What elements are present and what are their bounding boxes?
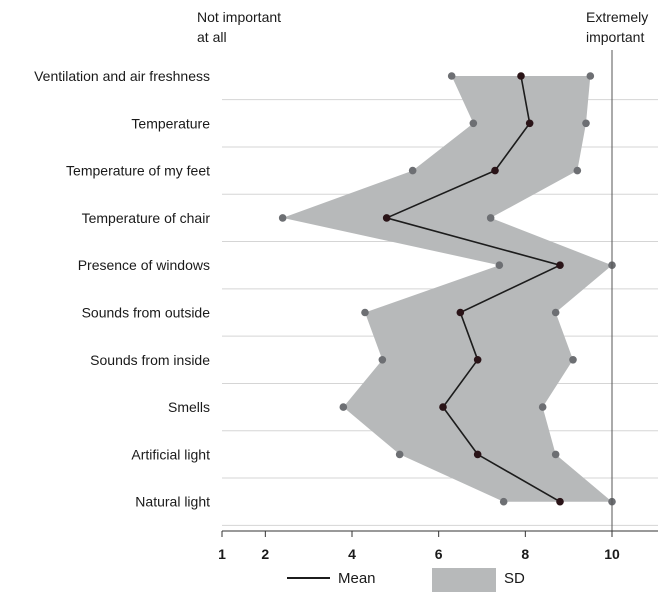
right-end-label-line2: important <box>586 29 644 45</box>
mean-point <box>556 261 564 270</box>
line-layer <box>382 72 564 506</box>
sd-lower-point <box>447 72 456 80</box>
left-end-label-line2: at all <box>197 29 227 45</box>
mean-point <box>473 450 482 459</box>
sd-upper-point <box>586 72 595 80</box>
sd-upper-point <box>551 450 560 459</box>
sd-upper-point <box>551 308 560 317</box>
legend-sd-label: SD <box>504 570 525 587</box>
mean-point <box>525 119 534 128</box>
mean-line <box>384 75 563 503</box>
category-label: Smells <box>168 399 210 415</box>
category-label: Temperature <box>131 115 210 131</box>
mean-point <box>517 72 525 80</box>
label-layer: Ventilation and air freshness Temperature… <box>34 68 210 510</box>
left-end-label-line1: Not important <box>197 9 281 25</box>
sd-lower-point <box>395 450 404 459</box>
x-tick-label: 6 <box>435 546 443 562</box>
sd-lower-point <box>469 119 478 128</box>
sd-upper-point <box>538 403 547 411</box>
sd-lower-point <box>278 214 287 222</box>
axis-layer: 1 2 4 6 8 10 <box>218 50 658 562</box>
sd-upper-point <box>569 356 577 364</box>
category-label: Natural light <box>135 494 210 510</box>
mean-point <box>456 308 465 317</box>
mean-point <box>439 403 447 411</box>
category-label: Presence of windows <box>78 257 210 273</box>
legend-sd-swatch <box>432 568 496 592</box>
category-label: Temperature of chair <box>82 210 211 226</box>
mean-point <box>382 214 391 222</box>
sd-lower-point <box>495 261 504 270</box>
category-label: Ventilation and air freshness <box>34 68 210 84</box>
category-label: Sounds from inside <box>90 352 210 368</box>
category-label: Temperature of my feet <box>66 163 210 179</box>
sd-lower-point <box>378 356 387 364</box>
legend-mean-label: Mean <box>338 570 376 587</box>
sd-lower-point <box>408 166 417 175</box>
right-end-label-line1: Extremely <box>586 9 648 25</box>
x-tick-label: 10 <box>604 546 620 562</box>
sd-lower-point <box>339 403 348 411</box>
category-label: Sounds from outside <box>82 305 211 321</box>
legend: Mean SD <box>287 568 525 592</box>
mean-point <box>491 166 499 175</box>
sd-upper-point <box>582 119 590 128</box>
sd-lower-point <box>499 497 508 506</box>
sd-upper-point <box>486 214 495 222</box>
mean-point <box>473 356 482 364</box>
sd-upper-point <box>573 166 582 175</box>
x-tick-label: 4 <box>348 546 356 562</box>
sd-band <box>282 76 612 502</box>
x-tick-label: 2 <box>261 546 269 562</box>
x-tick-label: 1 <box>218 546 226 562</box>
category-label: Artificial light <box>131 446 210 462</box>
mean-point <box>556 497 564 506</box>
band-layer <box>278 72 616 506</box>
sd-lower-point <box>361 308 369 317</box>
x-tick-label: 8 <box>521 546 529 562</box>
